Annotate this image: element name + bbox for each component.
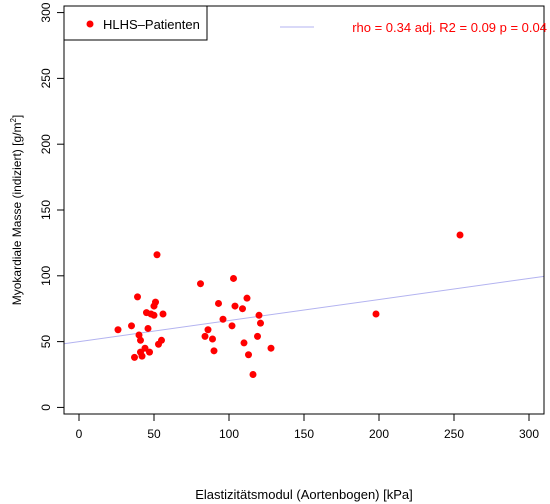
y-tick-label: 300 [39,2,53,22]
legend-marker [86,20,94,28]
data-point [228,322,236,330]
legend-label: HLHS–Patienten [103,17,200,32]
data-point [210,347,218,355]
data-point [153,251,161,259]
data-point [456,231,464,239]
data-point [219,315,227,323]
data-point [197,280,204,288]
y-tick-label: 200 [39,134,53,154]
data-point [231,302,239,310]
points-layer [114,231,464,379]
data-point [114,326,122,334]
x-tick-label: 300 [519,427,539,441]
data-point [146,348,153,356]
x-tick-label: 200 [369,427,389,441]
stats-label: rho = 0.34 adj. R2 = 0.09 p = 0.04 [352,20,547,35]
data-point [159,310,167,318]
data-point [144,324,152,332]
data-point [137,336,144,344]
x-tick-label: 150 [294,427,314,441]
data-point [267,344,275,352]
data-point [131,353,138,361]
data-point [150,311,158,319]
data-point [158,336,165,344]
data-point [128,322,135,330]
data-point [257,319,264,327]
x-tick-label: 250 [444,427,464,441]
data-point [239,305,246,313]
y-axis-label-end: ] [10,115,24,118]
y-tick-label: 100 [39,265,53,285]
data-point [243,294,251,302]
data-point [249,371,257,379]
legend: HLHS–Patienten [63,5,208,41]
y-axis-label: Myokardiale Masse (indiziert) [g/m2] [9,115,24,306]
data-point [245,351,252,359]
x-tick-label: 100 [219,427,239,441]
data-point [138,352,146,360]
data-point [135,331,143,339]
data-point [372,310,380,318]
x-tick-label: 50 [147,427,161,441]
regression-layer [63,275,545,345]
data-point [134,293,141,301]
y-axis-label-sup: 2 [9,118,18,123]
data-point [204,326,212,334]
axes-layer: 0 50 100 150 200 250 300 0 50 100 150 200 250 300 [39,2,539,441]
y-tick-label: 0 [39,404,53,411]
data-point [152,298,159,306]
data-point [240,339,248,347]
data-point [254,332,261,340]
data-point [201,332,209,340]
y-axis-label-main: Myokardiale Masse (indiziert) [g/m [10,123,24,306]
y-tick-label: 150 [39,200,53,220]
data-point [255,311,263,319]
data-point [215,299,222,307]
data-point [141,344,149,352]
x-axis-label: Elastizitätsmodul (Aortenbogen) [kPa] [195,487,413,502]
y-tick-label: 50 [39,335,53,349]
stats-legend: rho = 0.34 adj. R2 = 0.09 p = 0.04 [280,20,547,35]
x-tick-label: 0 [76,427,83,441]
y-tick-label: 250 [39,68,53,88]
data-point [230,274,237,282]
regression-line [63,275,545,345]
plot-frame [63,5,545,415]
data-point [209,335,216,343]
